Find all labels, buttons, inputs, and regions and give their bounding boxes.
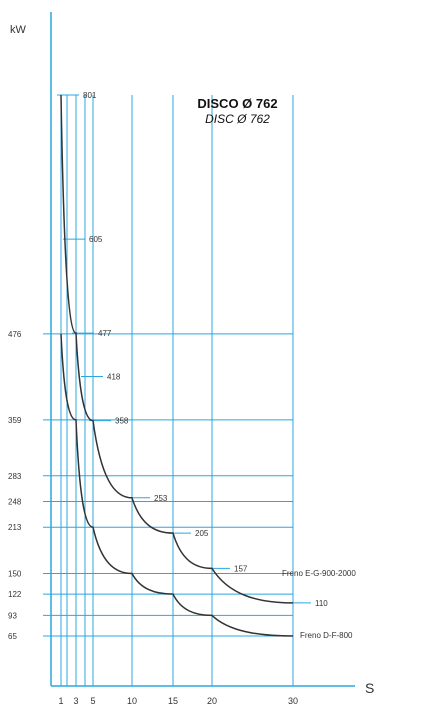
series-line-1: [60, 94, 294, 604]
axes: [50, 12, 355, 687]
x-tick-label: 15: [168, 696, 178, 706]
data-label-477: 477: [98, 329, 112, 338]
data-label-157: 157: [234, 564, 248, 573]
y-axis-label: kW: [10, 24, 26, 36]
y-tick-label: 476: [8, 330, 22, 339]
data-label-801: 801: [83, 91, 97, 100]
y-tick-label: 150: [8, 570, 22, 579]
data-label-418: 418: [107, 373, 121, 382]
series-name-1: Freno E-G-900-2000: [282, 569, 356, 578]
y-tick-label: 283: [8, 472, 22, 481]
x-tick-label: 10: [127, 696, 137, 706]
grid-lines: [43, 94, 311, 686]
y-tick-label: 93: [8, 611, 17, 620]
x-tick-label: 30: [288, 696, 298, 706]
tick-labels: 476 359 283 248 213 150 122 93 65 1 3 5 10 15 20 30: [8, 330, 298, 706]
y-tick-label: 248: [8, 497, 22, 506]
series-line-2: [60, 333, 294, 637]
y-tick-label: 122: [8, 590, 22, 599]
x-axis-label: S: [365, 680, 375, 696]
chart-title-box: DISCO Ø 762 DISC Ø 762: [150, 96, 325, 126]
series-name-2: Freno D-F-800: [300, 631, 353, 640]
series-curves: [60, 94, 294, 637]
data-label-110: 110: [315, 599, 328, 608]
data-label-205: 205: [195, 529, 209, 538]
y-tick-label: 213: [8, 523, 22, 532]
chart-subtitle: DISC Ø 762: [205, 112, 270, 126]
x-tick-label: 5: [90, 696, 95, 706]
data-labels: Freno E-G-900-2000 Freno D-F-800 801 605 477…: [83, 91, 356, 640]
y-tick-label: 359: [8, 416, 22, 425]
y-tick-label: 65: [8, 632, 17, 641]
x-tick-label: 3: [73, 696, 78, 706]
x-tick-label: 20: [207, 696, 217, 706]
chart-title: DISCO Ø 762: [197, 96, 278, 111]
data-label-605: 605: [89, 235, 103, 244]
data-label-358: 358: [115, 417, 129, 426]
x-tick-label: 1: [58, 696, 63, 706]
data-label-253: 253: [154, 494, 168, 503]
